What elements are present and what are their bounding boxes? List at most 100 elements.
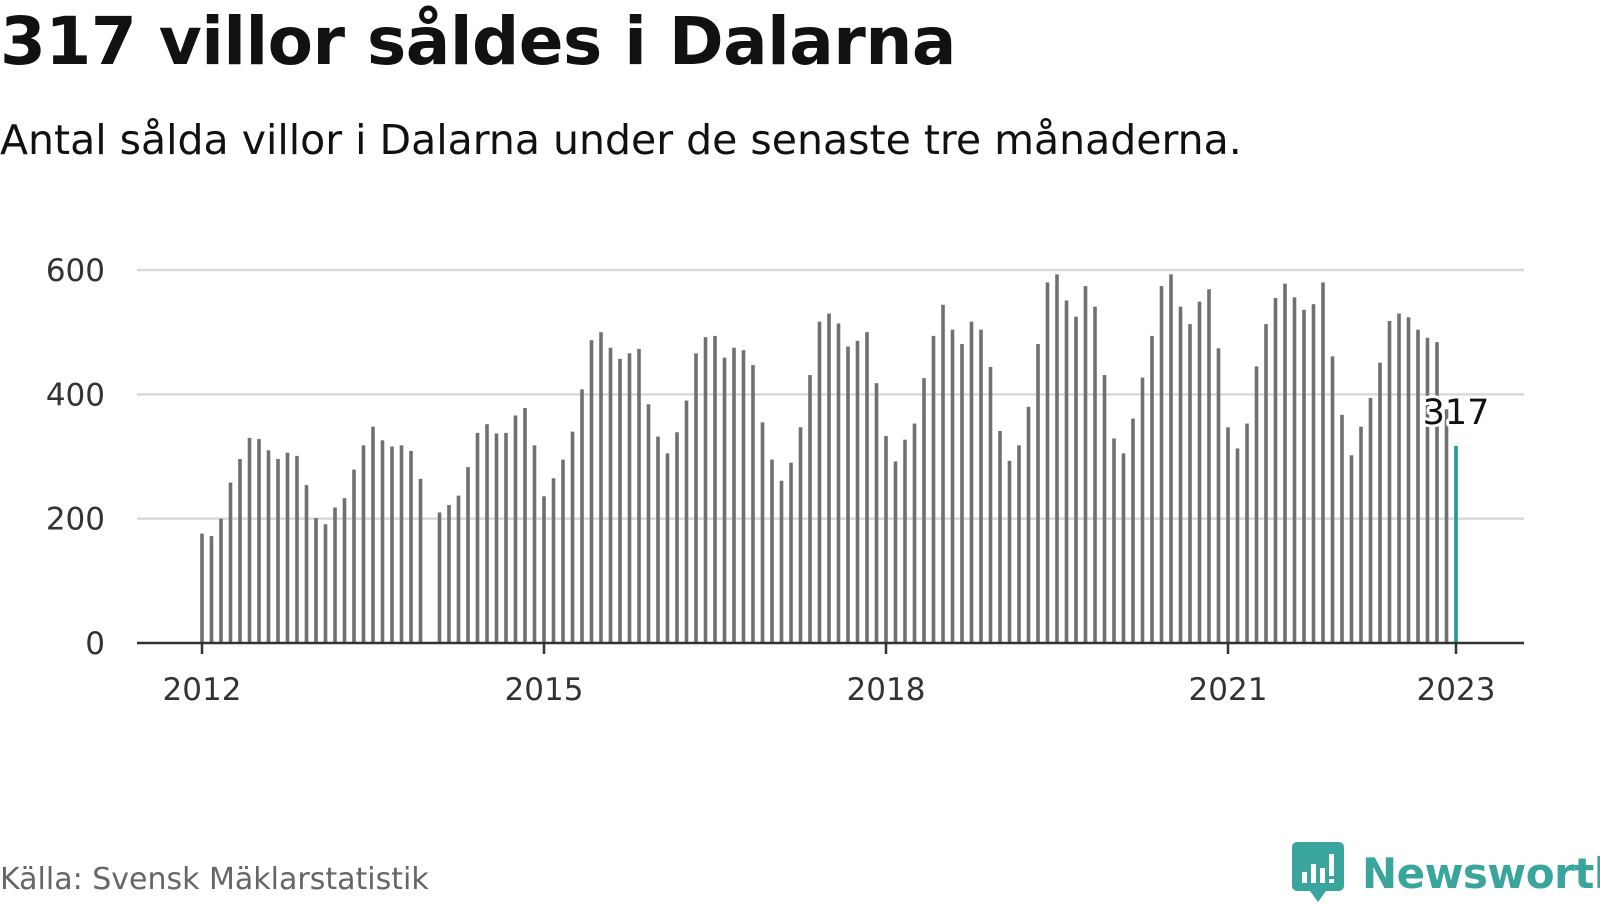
y-tick-label-200: 200 [46, 502, 105, 538]
bar [494, 433, 499, 643]
bar [1444, 409, 1449, 643]
bar [684, 400, 689, 643]
bar [998, 431, 1002, 643]
bar [1207, 289, 1211, 643]
bar [1397, 313, 1401, 643]
x-tick-label-2023: 2023 [1417, 672, 1496, 708]
bar [523, 408, 527, 643]
bar [371, 426, 375, 643]
x-tick-label-2015: 2015 [505, 672, 584, 708]
bar [893, 461, 898, 643]
bar [912, 423, 917, 643]
brand-logo: Newsworthy [1292, 842, 1600, 904]
bar [352, 469, 356, 643]
bar [798, 427, 803, 643]
bar [789, 462, 793, 643]
bar [1311, 304, 1316, 643]
bar [1406, 317, 1411, 643]
bar [561, 459, 565, 643]
bar [874, 383, 879, 643]
bar [295, 455, 299, 643]
bar [703, 337, 708, 643]
bar [380, 440, 385, 643]
bar [485, 424, 489, 643]
bar [827, 313, 831, 643]
x-axis-ticks: 2012 2015 2018 2021 2023 [163, 643, 1496, 708]
bar [675, 432, 679, 643]
bar [808, 375, 812, 643]
bars [200, 274, 1458, 643]
bar [1283, 283, 1287, 643]
bar [646, 404, 651, 643]
bar [732, 347, 736, 643]
chart-title: 317 villor såldes i Dalarna [0, 3, 956, 80]
bar [865, 332, 869, 643]
bar [361, 445, 366, 643]
bar [618, 358, 622, 643]
bar [1264, 324, 1268, 643]
bar-highlight [1454, 445, 1458, 643]
bar [988, 366, 993, 643]
bar [399, 445, 404, 643]
bar [409, 450, 413, 643]
bar [855, 340, 860, 643]
bar [817, 321, 822, 643]
bar [580, 389, 584, 643]
y-axis-ticks: 0 200 400 600 [46, 253, 105, 662]
bar [751, 365, 755, 643]
bar [323, 524, 328, 643]
bar [219, 518, 223, 643]
bar [1093, 306, 1097, 643]
bar [304, 485, 309, 643]
bar [447, 504, 451, 643]
bar [1150, 335, 1154, 643]
bar [1131, 418, 1135, 643]
bar [466, 467, 470, 643]
bar [1055, 274, 1059, 643]
bar [285, 452, 290, 643]
bar [1254, 366, 1259, 643]
bar [200, 533, 204, 643]
bar [1216, 348, 1221, 643]
bar [209, 536, 214, 643]
brand-name: Newsworthy [1362, 848, 1600, 898]
bar [1083, 286, 1088, 643]
bar [950, 329, 955, 643]
bar [513, 415, 518, 643]
bar [589, 340, 594, 643]
bar [1425, 337, 1430, 643]
bar [266, 450, 271, 643]
bar [1330, 356, 1335, 643]
bar [1036, 343, 1040, 643]
bar [1102, 375, 1107, 643]
bar [637, 348, 641, 643]
bar [1378, 362, 1382, 643]
bar [1321, 282, 1325, 643]
bar [504, 432, 508, 643]
bar [1292, 297, 1297, 643]
bar [1045, 282, 1050, 643]
bar [1140, 377, 1145, 643]
bar [1074, 316, 1078, 643]
bar [656, 436, 660, 643]
bar [314, 518, 318, 643]
bar [1121, 453, 1126, 643]
bar [922, 378, 926, 643]
bar [1302, 309, 1306, 643]
bar [532, 445, 537, 643]
bar [1359, 426, 1363, 643]
bar [1188, 324, 1192, 643]
bar [333, 507, 337, 643]
bar [770, 459, 774, 643]
bar [418, 478, 423, 643]
bar [741, 350, 746, 643]
bar [475, 432, 480, 643]
bar [608, 347, 613, 643]
bar [599, 332, 603, 643]
bar [1387, 320, 1392, 643]
bar [1169, 274, 1173, 643]
bar [1416, 329, 1420, 643]
bar [1435, 342, 1439, 643]
bar [1007, 460, 1012, 643]
bar [1340, 414, 1344, 643]
